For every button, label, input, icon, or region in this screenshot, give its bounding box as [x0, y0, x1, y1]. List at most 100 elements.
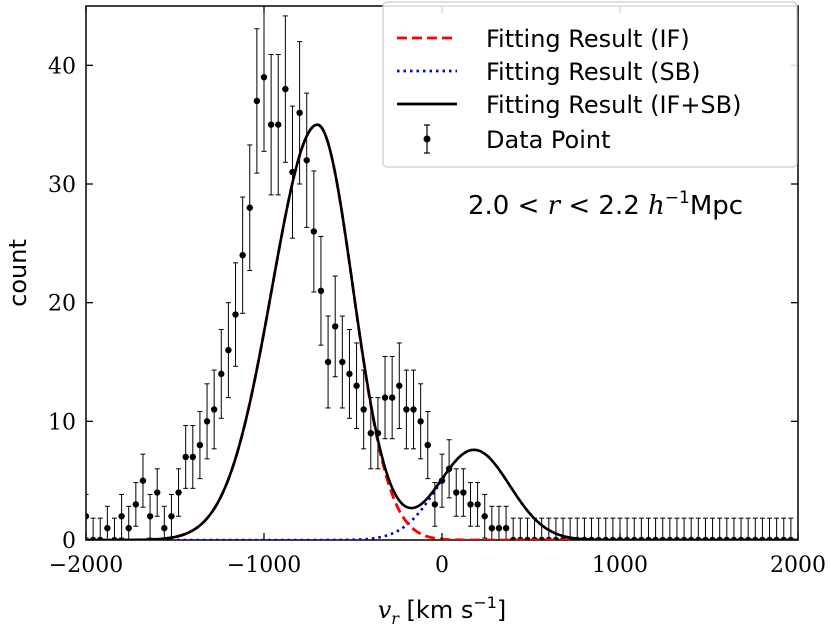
- data-point: [388, 355, 396, 440]
- legend-label: Fitting Result (SB): [486, 58, 701, 86]
- data-point: [381, 355, 389, 440]
- data-marker: [381, 394, 389, 401]
- error-bars-layer: [86, 6, 795, 540]
- data-point: [86, 493, 90, 539]
- data-marker: [253, 97, 261, 105]
- data-point: [210, 369, 218, 450]
- data-marker: [104, 524, 111, 532]
- data-marker: [488, 524, 496, 532]
- x-tick-label: −1000: [227, 553, 301, 578]
- data-point: [161, 505, 168, 540]
- data-marker: [161, 524, 168, 532]
- data-point: [125, 505, 132, 540]
- data-point: [332, 275, 339, 378]
- legend-box: [382, 1, 798, 168]
- data-marker: [139, 477, 147, 484]
- data-marker: [168, 513, 175, 520]
- data-marker: [260, 74, 268, 81]
- data-point: [424, 411, 431, 480]
- data-marker: [182, 453, 189, 461]
- data-marker: [396, 382, 403, 389]
- y-tick-label: 0: [62, 529, 76, 554]
- data-point: [474, 482, 481, 527]
- data-point: [453, 468, 460, 517]
- data-point: [317, 235, 325, 346]
- data-point: [460, 468, 467, 517]
- data-point: [203, 383, 211, 460]
- data-point: [346, 328, 353, 419]
- data-marker: [417, 418, 424, 425]
- data-marker: [367, 430, 374, 437]
- data-point: [360, 369, 367, 450]
- data-marker: [481, 513, 488, 520]
- legend-entry: Fitting Result (IF+SB): [397, 91, 742, 119]
- data-marker: [125, 524, 132, 532]
- data-marker: [303, 157, 310, 164]
- data-marker: [218, 370, 225, 378]
- radius-annotation: 2.0 < r < 2.2 h−1Mpc: [468, 188, 743, 221]
- data-marker: [225, 346, 232, 354]
- data-point: [353, 342, 360, 430]
- data-marker: [410, 406, 417, 413]
- data-marker: [154, 489, 161, 496]
- y-tick-label: 40: [48, 54, 76, 79]
- data-point: [524, 517, 531, 540]
- data-point: [104, 505, 111, 540]
- data-marker: [239, 252, 246, 259]
- y-tick-label: 30: [48, 173, 76, 198]
- data-point: [495, 505, 503, 540]
- data-marker: [275, 121, 282, 128]
- data-marker: [460, 489, 467, 496]
- data-marker: [474, 501, 481, 508]
- data-point: [260, 6, 268, 152]
- legend-entry: Fitting Result (IF): [397, 25, 690, 53]
- fit-curve-total: [86, 123, 798, 540]
- data-marker: [538, 536, 545, 540]
- data-marker: [424, 441, 431, 449]
- data-marker: [86, 513, 90, 520]
- data-point: [324, 315, 332, 409]
- data-point: [218, 328, 225, 419]
- data-marker: [232, 311, 239, 318]
- data-marker: [324, 358, 332, 366]
- data-marker: [346, 370, 353, 378]
- data-marker: [175, 489, 182, 496]
- data-marker: [453, 489, 460, 496]
- data-marker: [495, 524, 503, 532]
- data-marker: [339, 358, 346, 366]
- data-marker: [146, 513, 154, 520]
- data-point: [196, 411, 204, 480]
- data-marker: [360, 406, 367, 413]
- y-axis-label: count: [4, 239, 32, 307]
- x-tick-label: 1000: [592, 553, 648, 578]
- data-point: [189, 425, 196, 489]
- data-marker: [267, 121, 275, 128]
- legend: Fitting Result (IF) Fitting Result (SB) Fi…: [382, 1, 798, 168]
- data-point: [488, 505, 496, 540]
- data-marker: [210, 406, 218, 413]
- x-axis-ticks: −2000 −1000 0 1000 2000: [49, 6, 826, 578]
- data-point: [154, 468, 161, 517]
- data-point: [467, 482, 474, 527]
- x-tick-label: 0: [435, 553, 449, 578]
- data-marker: [203, 418, 211, 425]
- data-point: [246, 144, 253, 272]
- legend-entry: Data Point: [423, 124, 611, 154]
- data-point: [695, 517, 702, 540]
- legend-entry: Fitting Result (SB): [397, 58, 701, 86]
- data-point: [310, 170, 318, 293]
- data-point: [410, 369, 417, 450]
- data-marker: [282, 85, 289, 93]
- y-axis-ticks: 0 10 20 30 40: [48, 54, 798, 554]
- data-marker: [524, 536, 531, 540]
- data-point: [239, 196, 246, 314]
- data-marker: [502, 524, 510, 532]
- data-marker: [467, 501, 474, 508]
- data-marker: [332, 323, 339, 330]
- legend-swatch-marker: [423, 135, 431, 143]
- data-point: [538, 517, 545, 540]
- data-marker: [310, 228, 318, 235]
- y-tick-label: 20: [48, 292, 76, 317]
- data-point: [168, 493, 175, 539]
